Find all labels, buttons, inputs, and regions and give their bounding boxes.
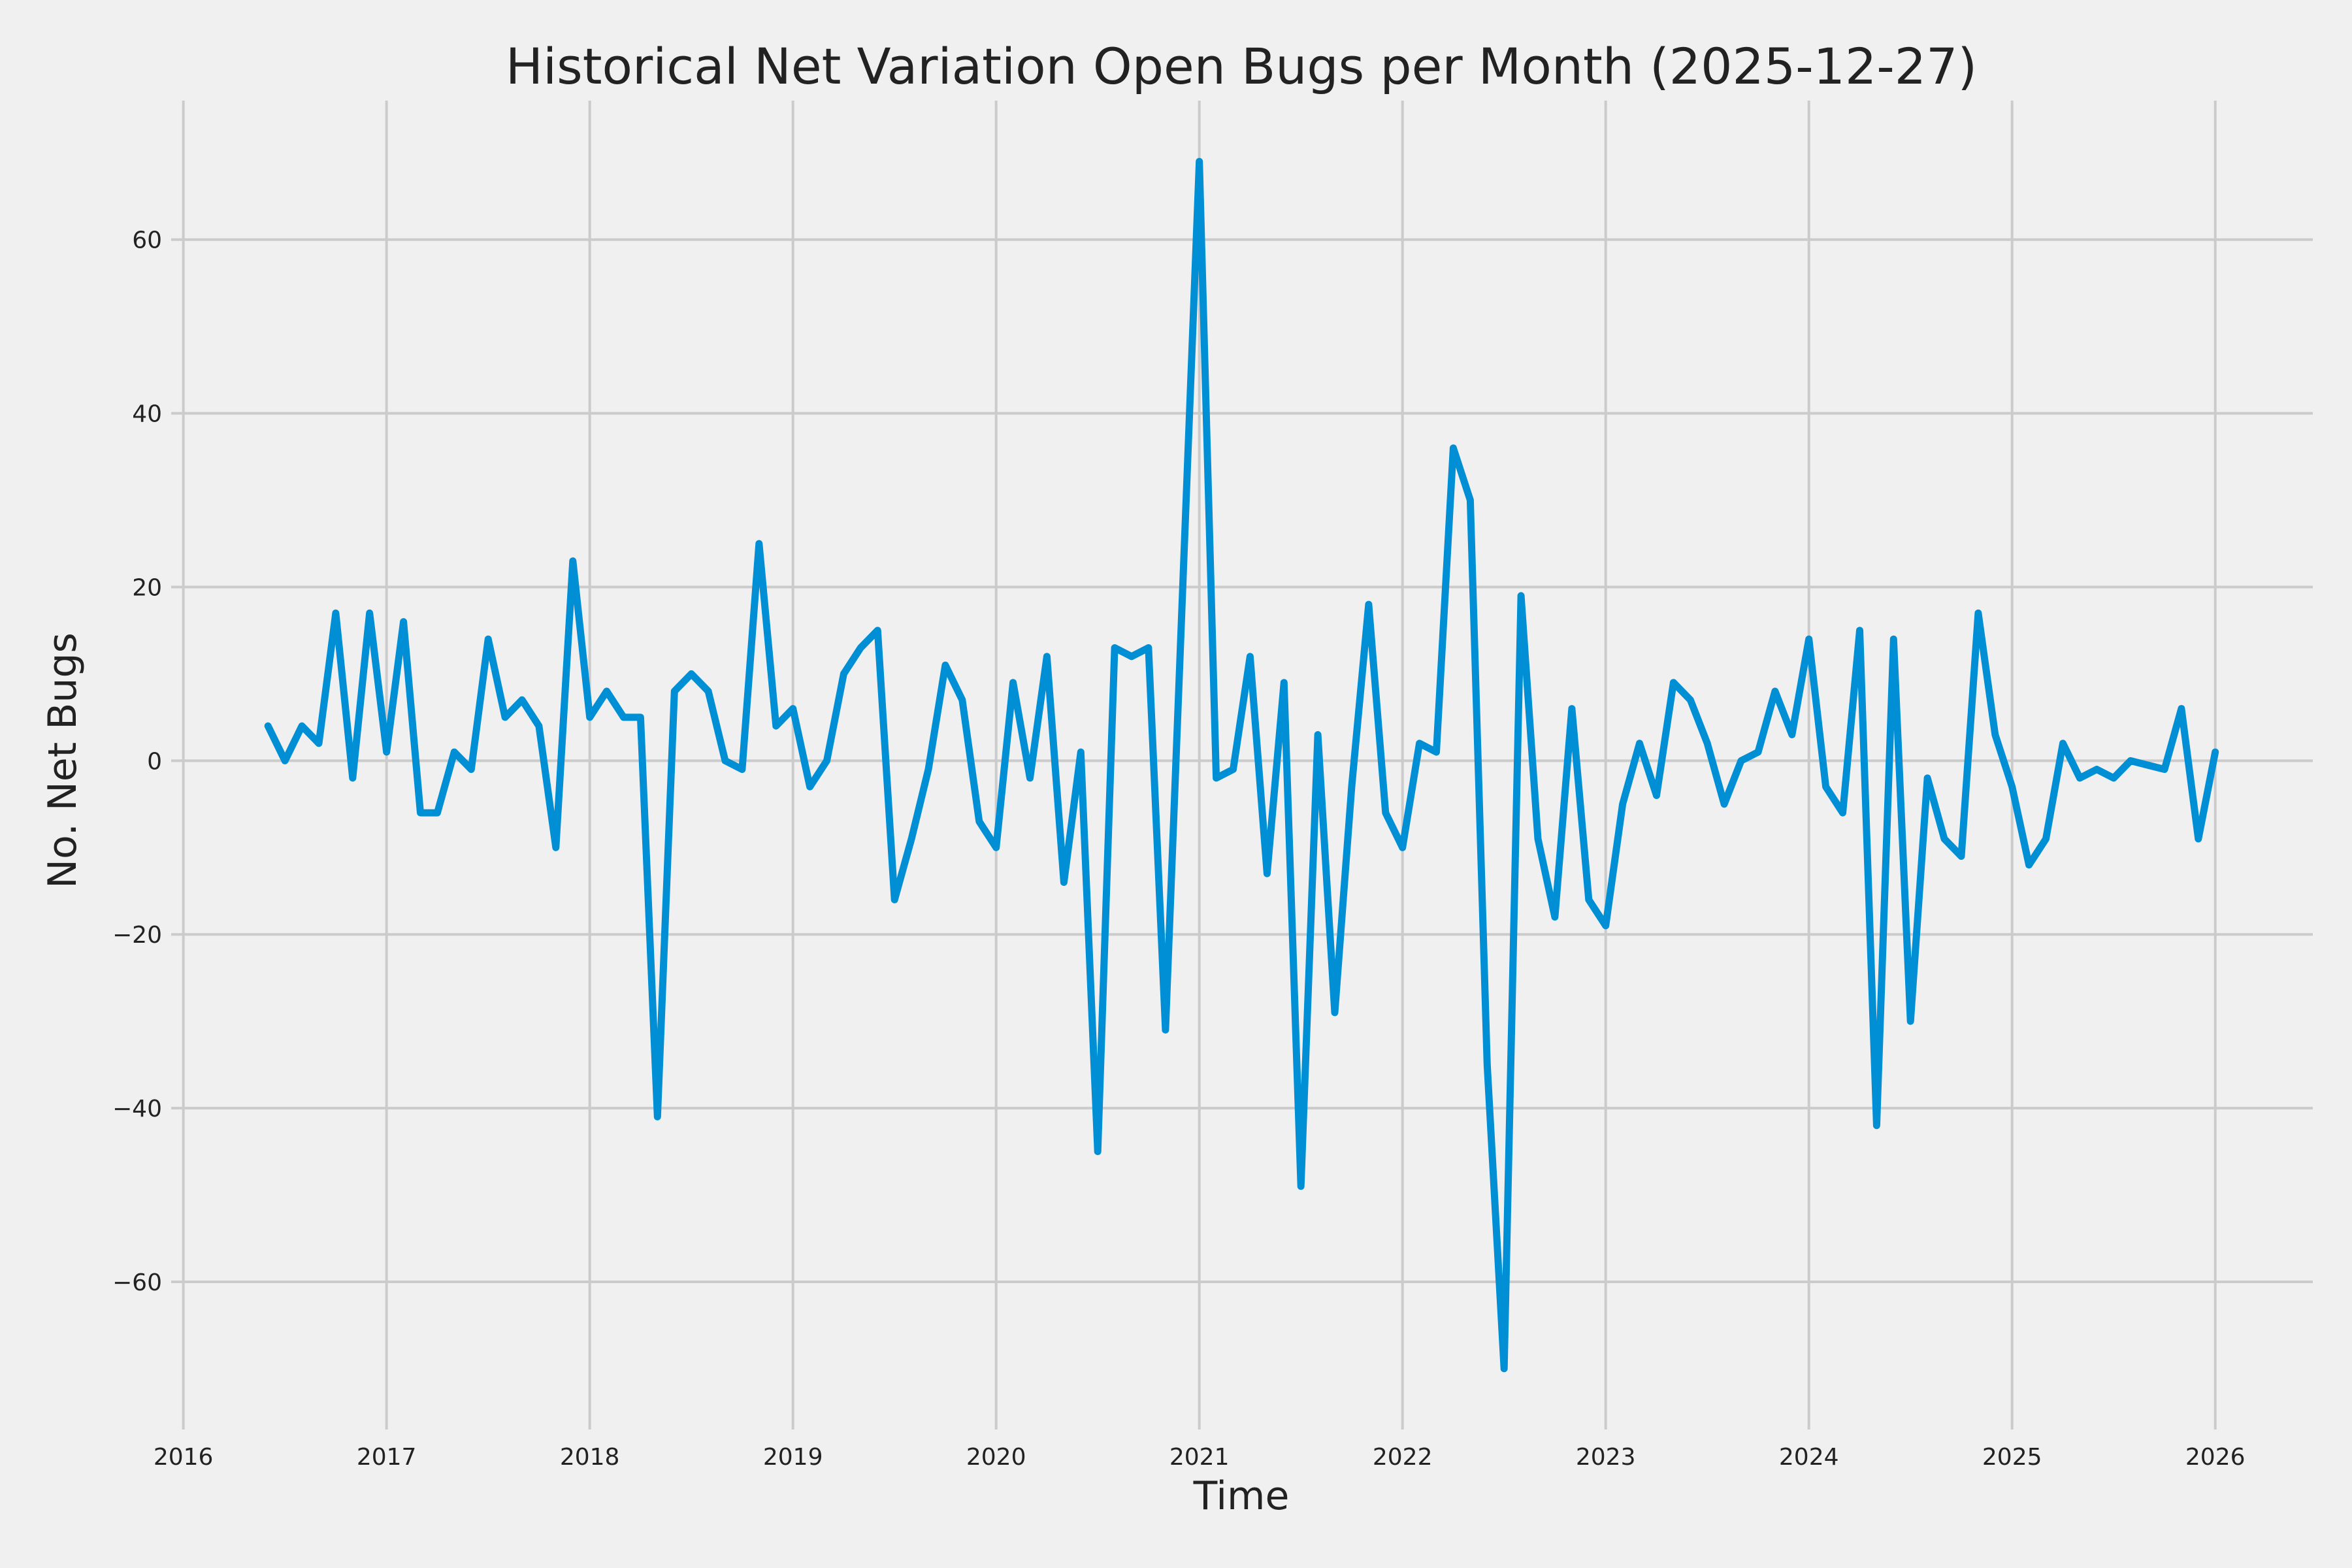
chart-title: Historical Net Variation Open Bugs per M… xyxy=(506,37,1977,95)
data-points xyxy=(268,161,2215,1369)
y-axis-label: No. Net Bugs xyxy=(40,632,86,889)
x-tick-labels: 2016 2017 2018 2019 2020 2021 2022 2023 2024 2025… xyxy=(154,1444,2246,1471)
y-tick-labels: 60 40 20 0 −20 −40 −60 xyxy=(112,227,162,1296)
x-tick-label: 2024 xyxy=(1779,1444,1839,1471)
y-tick-label: 60 xyxy=(132,227,162,254)
y-tick-label: −60 xyxy=(112,1269,162,1296)
x-tick-label: 2022 xyxy=(1373,1444,1433,1471)
series-line xyxy=(264,157,2219,1373)
x-tick-label: 2026 xyxy=(2185,1444,2246,1471)
y-tick-label: 0 xyxy=(147,748,162,775)
x-tick-label: 2021 xyxy=(1169,1444,1230,1471)
y-gridlines xyxy=(171,238,2313,1283)
x-tick-label: 2019 xyxy=(763,1444,823,1471)
x-tick-label: 2017 xyxy=(357,1444,417,1471)
x-axis-label: Time xyxy=(1193,1473,1290,1519)
x-tick-label: 2020 xyxy=(966,1444,1026,1471)
x-tick-label: 2016 xyxy=(154,1444,214,1471)
y-tick-label: 40 xyxy=(132,401,162,428)
y-tick-label: −40 xyxy=(112,1096,162,1122)
x-tick-label: 2025 xyxy=(1982,1444,2042,1471)
x-tick-label: 2023 xyxy=(1576,1444,1636,1471)
y-tick-label: −20 xyxy=(112,922,162,949)
y-tick-label: 20 xyxy=(132,574,162,601)
x-tick-label: 2018 xyxy=(560,1444,620,1471)
